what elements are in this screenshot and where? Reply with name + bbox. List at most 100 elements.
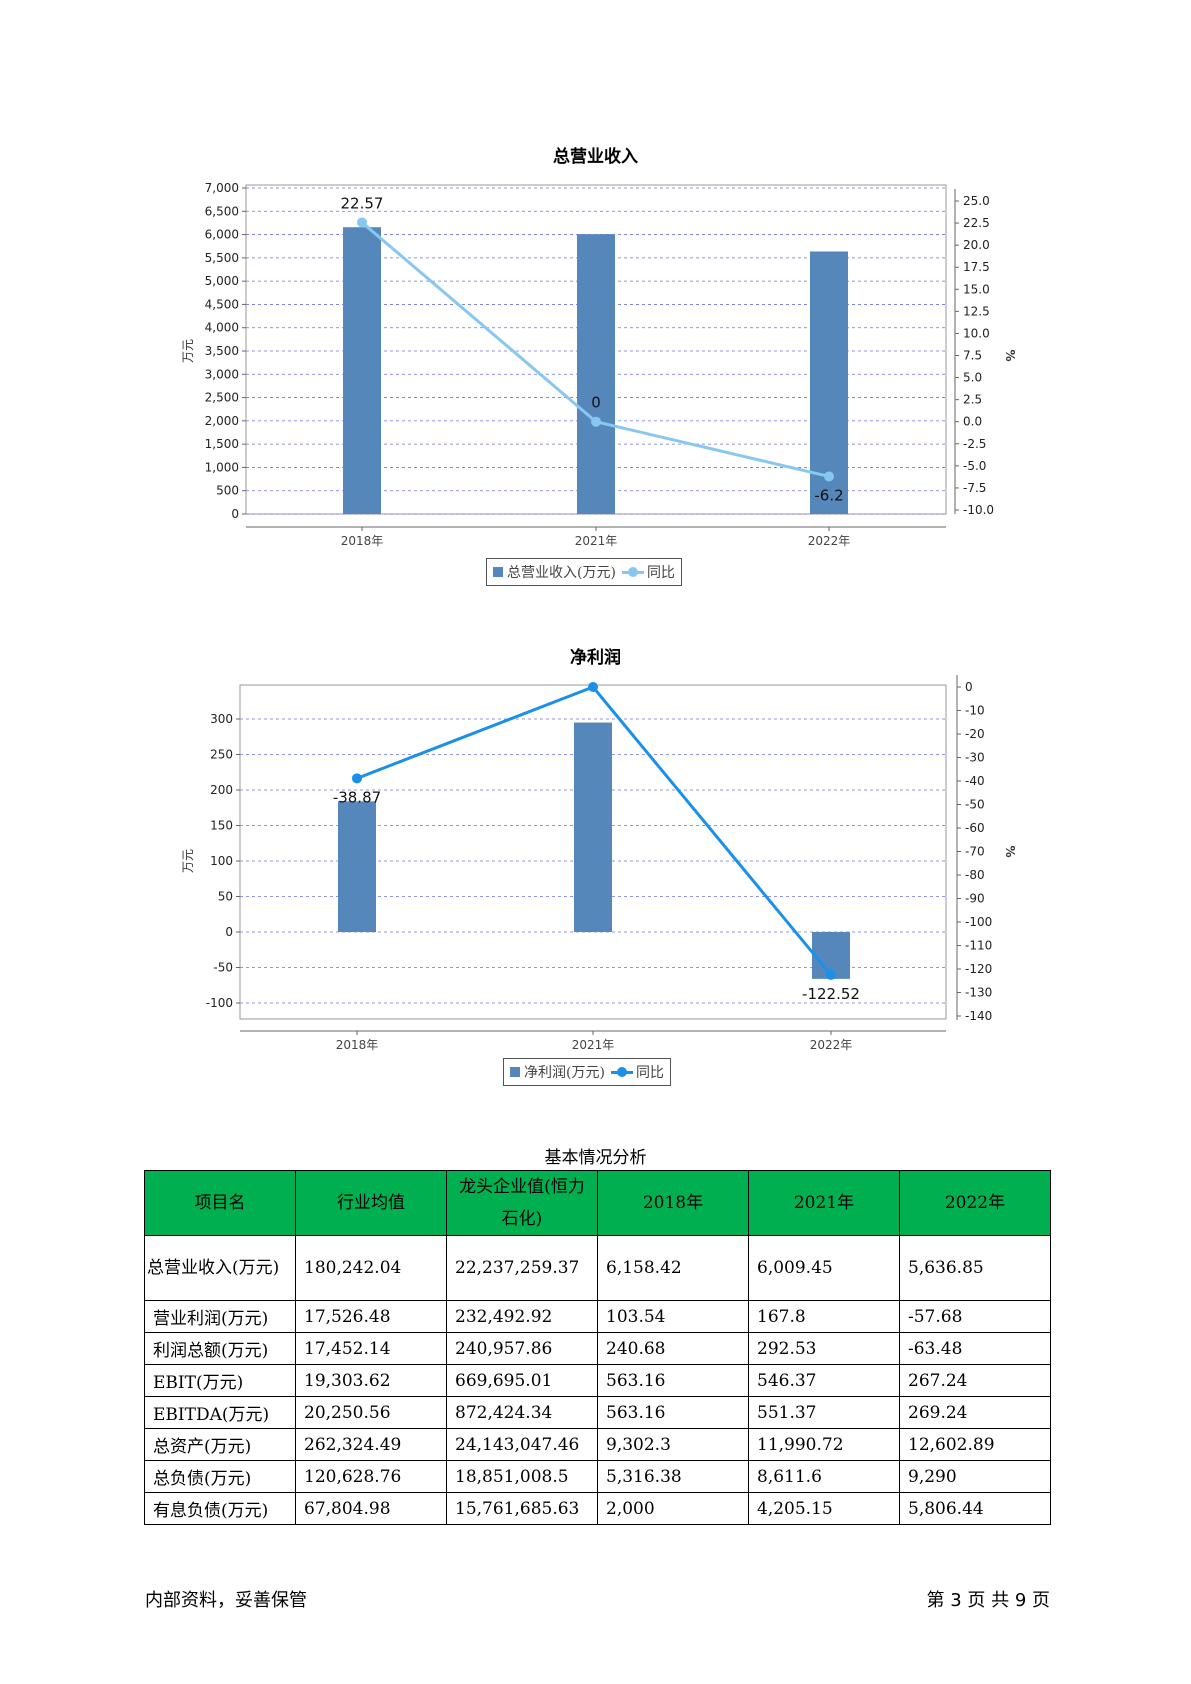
table-cell: 167.8	[748, 1300, 900, 1333]
y-tick-label: 3,000	[205, 367, 239, 381]
y-axis-title: 万元	[181, 339, 195, 363]
y2-tick-label: -10	[965, 704, 985, 718]
y2-tick-label: -130	[965, 986, 992, 1000]
table-cell: -57.68	[899, 1300, 1051, 1333]
y-tick-label: 300	[210, 712, 233, 726]
y2-tick-label: 7.5	[963, 349, 982, 363]
y-tick-label: 250	[210, 748, 233, 762]
line-point	[824, 471, 834, 482]
table-cell: 营业利润(万元)	[144, 1300, 296, 1333]
y2-tick-label: -80	[965, 868, 985, 882]
bar	[810, 251, 848, 515]
table-cell: 22,237,259.37	[446, 1235, 598, 1301]
table-cell: 6,009.45	[748, 1235, 900, 1301]
table-cell: 551.37	[748, 1396, 900, 1429]
table-header-row: 项目名 行业均值 龙头企业值(恒力石化) 2018年 2021年 2022年	[144, 1170, 1051, 1236]
header-cell: 行业均值	[295, 1170, 447, 1236]
y-tick-label: -50	[213, 961, 233, 975]
header-cell: 2018年	[597, 1170, 749, 1236]
y2-tick-label: -140	[965, 1009, 992, 1023]
table-cell: 67,804.98	[295, 1492, 447, 1525]
y2-tick-label: 0	[965, 680, 973, 694]
revenue-chart-legend: 总营业收入(万元) 同比	[486, 558, 682, 586]
y2-tick-label: 0.0	[963, 415, 982, 429]
table-cell: 262,324.49	[295, 1428, 447, 1461]
table-cell: 12,602.89	[899, 1428, 1051, 1461]
legend-bar-label: 总营业收入(万元)	[507, 565, 616, 581]
table-cell: 17,526.48	[295, 1300, 447, 1333]
table-cell: 总营业收入(万元)	[144, 1235, 296, 1301]
chart1-title: 总营业收入	[553, 147, 638, 167]
data-label: 22.57	[341, 194, 384, 212]
y-tick-label: 0	[225, 925, 233, 939]
y2-tick-label: -7.5	[963, 481, 986, 495]
y2-tick-label: -5.0	[963, 459, 986, 473]
y2-tick-label: -120	[965, 962, 992, 976]
table-cell: 4,205.15	[748, 1492, 900, 1525]
y2-tick-label: 22.5	[963, 216, 990, 230]
y2-tick-label: 15.0	[963, 282, 990, 296]
x-tick-label: 2021年	[575, 534, 618, 548]
y-tick-label: 4,500	[205, 297, 239, 311]
legend-line-label: 同比	[646, 565, 675, 581]
y2-tick-label: 10.0	[963, 326, 990, 340]
table-cell: 11,990.72	[748, 1428, 900, 1461]
y2-tick-label: -20	[965, 727, 985, 741]
y2-tick-label: -100	[965, 915, 992, 929]
y2-axis-title: %	[1003, 349, 1017, 361]
y2-tick-label: 20.0	[963, 238, 990, 252]
y-tick-label: 1,500	[205, 437, 239, 451]
header-cell: 2022年	[899, 1170, 1051, 1236]
table-cell: EBIT(万元)	[144, 1364, 296, 1397]
line-point	[352, 773, 362, 784]
table-row: 营业利润(万元) 17,526.48 232,492.92 103.54 167…	[144, 1300, 1051, 1333]
y2-tick-label: -70	[965, 845, 985, 859]
table-cell: 180,242.04	[295, 1235, 447, 1301]
y2-tick-label: -2.5	[963, 437, 986, 451]
table-cell: 18,851,008.5	[446, 1460, 598, 1493]
legend-bar-label: 净利润(万元)	[524, 1065, 605, 1081]
table-row: 利润总额(万元) 17,452.14 240,957.86 240.68 292…	[144, 1332, 1051, 1365]
table-cell: 5,806.44	[899, 1492, 1051, 1525]
line-point	[826, 969, 836, 980]
table-cell: 232,492.92	[446, 1300, 598, 1333]
data-label: -6.2	[814, 486, 843, 504]
line-swatch	[621, 567, 644, 577]
y-tick-label: 4,000	[205, 321, 239, 335]
y-tick-label: 150	[210, 819, 233, 833]
table-cell: 9,302.3	[597, 1428, 749, 1461]
net-profit-chart: -100-50050100150200250300-140-130-120-11…	[181, 675, 1017, 1052]
table-row: EBITDA(万元) 20,250.56 872,424.34 563.16 5…	[144, 1396, 1051, 1429]
y-tick-label: 6,500	[205, 204, 239, 218]
table-cell: 9,290	[899, 1460, 1051, 1493]
y-tick-label: 5,500	[205, 251, 239, 265]
table-row: 总资产(万元) 262,324.49 24,143,047.46 9,302.3…	[144, 1428, 1051, 1461]
y2-tick-label: -90	[965, 892, 985, 906]
y2-tick-label: -10.0	[963, 503, 994, 517]
table-cell: 120,628.76	[295, 1460, 447, 1493]
bar	[577, 234, 615, 514]
y-tick-label: 50	[218, 890, 233, 904]
chart2-title: 净利润	[570, 648, 621, 668]
header-cell: 2021年	[748, 1170, 900, 1236]
y-axis-title: 万元	[181, 849, 195, 873]
bar	[574, 722, 612, 932]
header-cell: 龙头企业值(恒力石化)	[446, 1170, 598, 1236]
header-cell: 项目名	[144, 1170, 296, 1236]
y-tick-label: 100	[210, 854, 233, 868]
y-tick-label: 2,000	[205, 414, 239, 428]
table-cell: -63.48	[899, 1332, 1051, 1365]
x-tick-label: 2022年	[810, 1038, 853, 1052]
table-cell: 19,303.62	[295, 1364, 447, 1397]
net-profit-chart-legend: 净利润(万元) 同比	[503, 1058, 671, 1086]
table-cell: 总负债(万元)	[144, 1460, 296, 1493]
y2-tick-label: -60	[965, 821, 985, 835]
y-tick-label: 0	[231, 507, 239, 521]
y2-tick-label: -50	[965, 798, 985, 812]
y2-tick-label: -110	[965, 939, 992, 953]
data-label: 0	[591, 394, 601, 412]
data-label: -122.52	[802, 985, 860, 1003]
y2-tick-label: 25.0	[963, 194, 990, 208]
table-cell: 24,143,047.46	[446, 1428, 598, 1461]
table-cell: 有息负债(万元)	[144, 1492, 296, 1525]
